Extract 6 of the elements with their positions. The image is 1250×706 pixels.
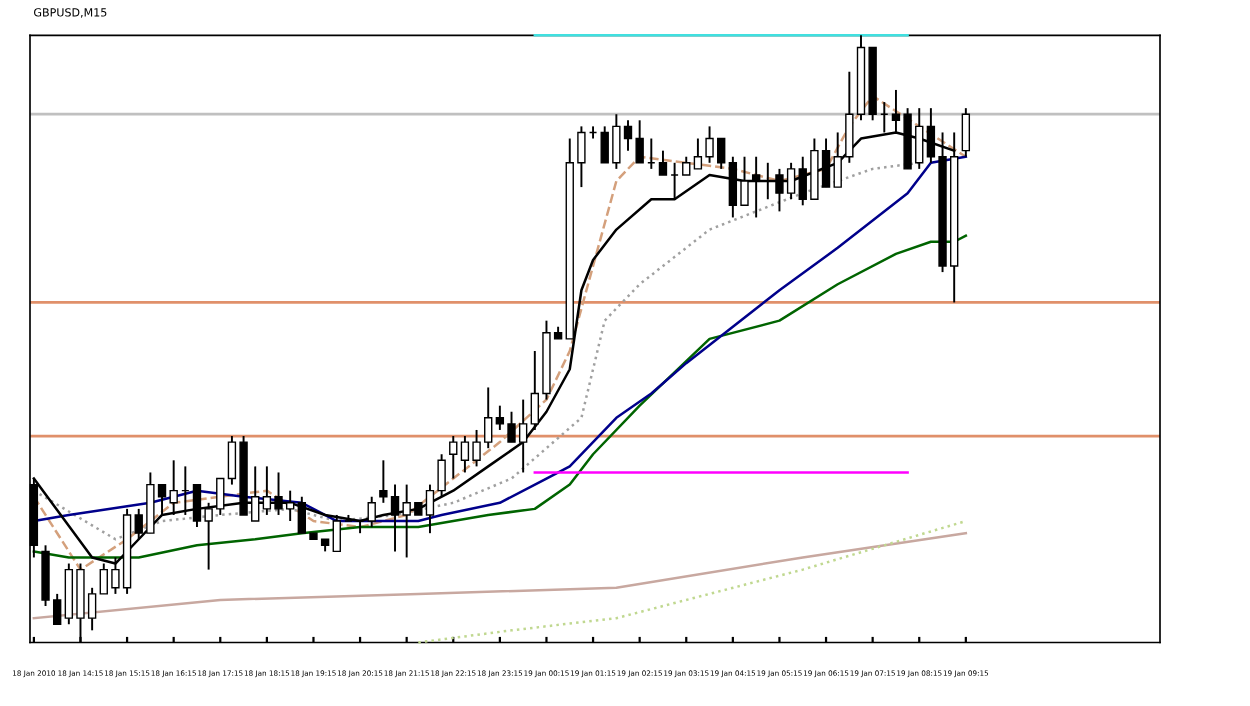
candlestick — [961, 107, 971, 158]
candlestick — [367, 495, 376, 529]
candlestick — [332, 513, 341, 553]
candlestick — [682, 155, 691, 176]
candlestick — [449, 435, 458, 480]
candlestick — [658, 149, 668, 176]
